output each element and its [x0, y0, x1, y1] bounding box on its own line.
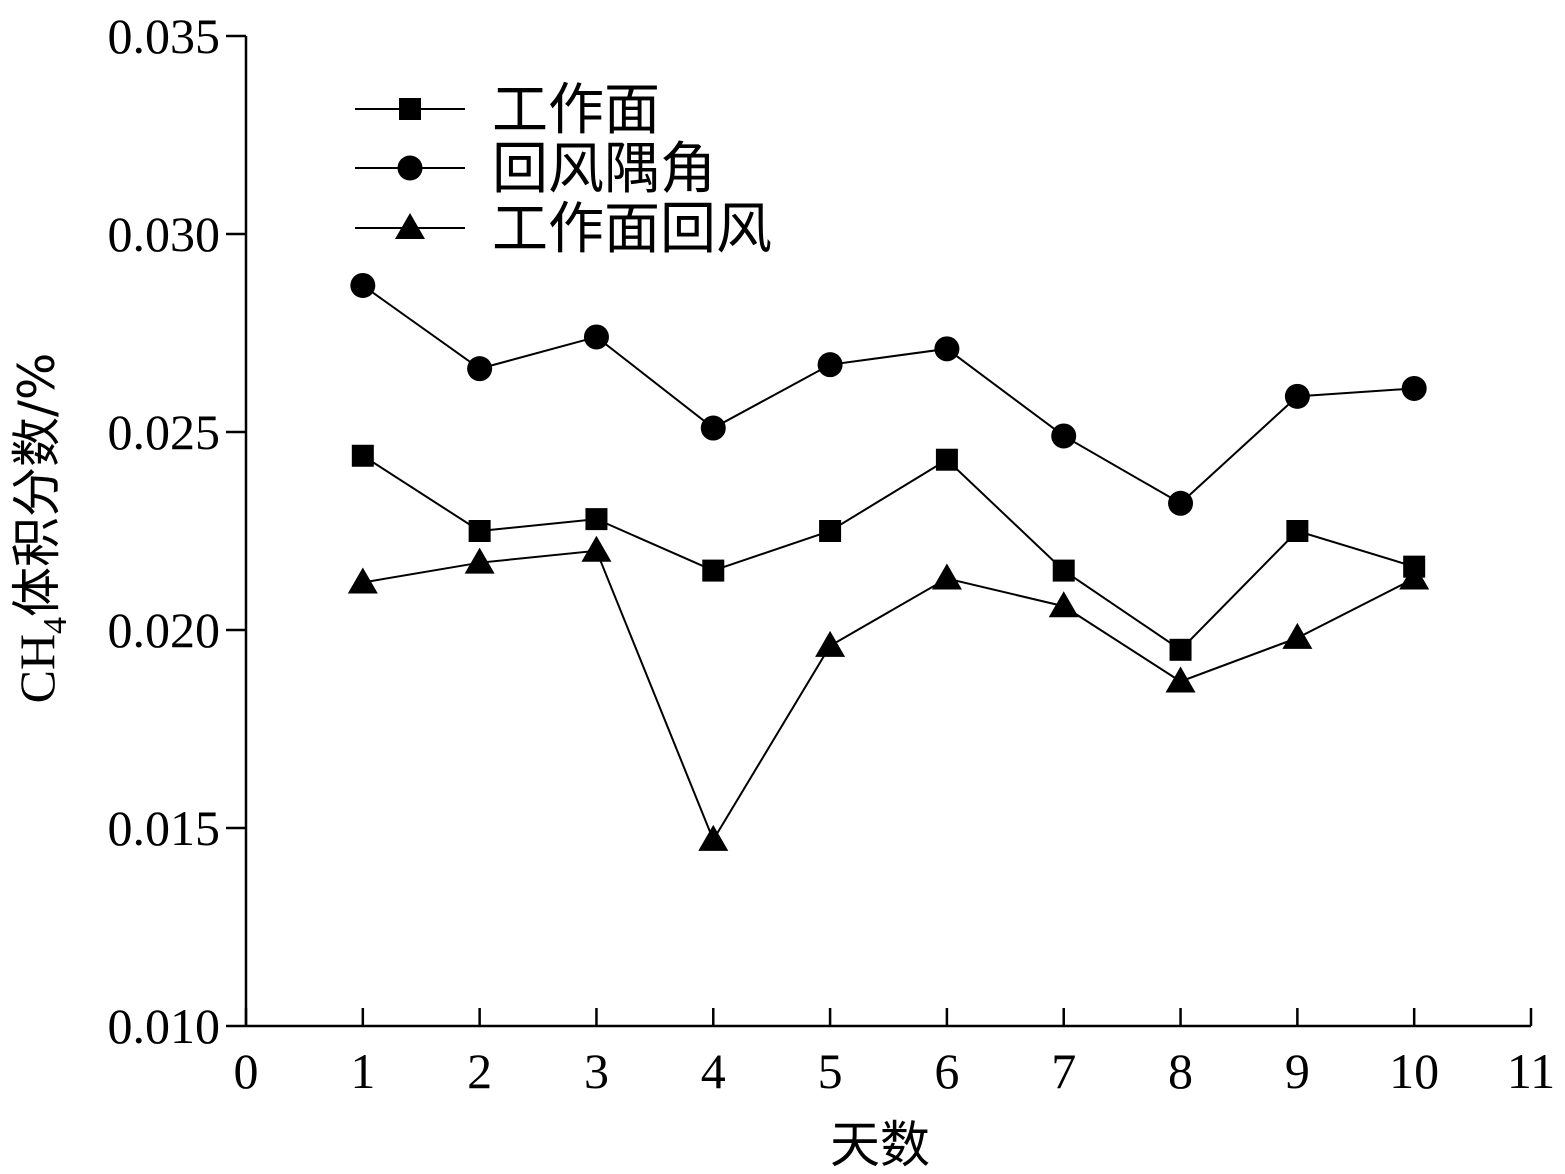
data-point-circle: [817, 352, 843, 378]
legend-marker-square: [399, 98, 421, 120]
data-point-square: [468, 520, 491, 542]
data-point-circle: [1051, 423, 1077, 449]
x-tick-label: 0: [234, 1043, 259, 1099]
data-point-triangle: [1282, 622, 1313, 649]
data-point-triangle: [347, 567, 378, 594]
data-point-triangle: [698, 824, 729, 851]
data-point-triangle: [815, 630, 846, 657]
data-point-circle: [700, 415, 726, 441]
legend-label: 回风隅角: [492, 137, 716, 202]
y-tick-label: 0.035: [108, 8, 221, 64]
y-tick-label: 0.030: [108, 206, 221, 262]
legend-label: 工作面回风: [492, 197, 772, 262]
x-tick-label: 7: [1051, 1043, 1076, 1099]
data-point-square: [1169, 638, 1192, 661]
data-point-triangle: [1165, 666, 1196, 693]
y-axis-title: CH4体积分数/%: [8, 353, 74, 704]
series-circle: [350, 272, 1427, 516]
data-point-circle: [1401, 375, 1427, 401]
x-tick-label: 3: [584, 1043, 609, 1099]
data-point-square: [702, 559, 725, 582]
y-axis-title-subscript: 4: [37, 617, 74, 634]
data-point-square: [819, 520, 842, 542]
x-tick-label: 4: [701, 1043, 726, 1099]
y-axis-title-suffix: 体积分数/%: [8, 353, 66, 617]
data-point-circle: [1284, 383, 1310, 409]
legend-item-square: 工作面: [355, 78, 660, 143]
y-tick-label: 0.025: [108, 404, 221, 460]
data-point-square: [1286, 520, 1309, 542]
data-point-circle: [350, 272, 376, 298]
x-tick-label: 1: [350, 1043, 375, 1099]
x-ticks: 0 1 2 3 4 5 6 7 8 9 10 11: [234, 1008, 1555, 1099]
series-line-circle: [362, 284, 1415, 505]
x-tick-label: 9: [1285, 1043, 1310, 1099]
x-tick-label: 5: [818, 1043, 843, 1099]
x-tick-label: 11: [1507, 1043, 1555, 1099]
x-tick-label: 6: [934, 1043, 959, 1099]
x-axis-title: 天数: [830, 1116, 930, 1174]
legend-marker-triangle: [395, 213, 425, 239]
series-group: [347, 272, 1430, 851]
legend-item-circle: 回风隅角: [355, 137, 716, 202]
x-tick-label: 10: [1389, 1043, 1439, 1099]
data-point-triangle: [581, 535, 612, 562]
data-point-square: [585, 508, 608, 531]
series-triangle: [347, 535, 1430, 851]
legend-item-triangle: 工作面回风: [355, 197, 772, 262]
data-point-triangle: [1399, 563, 1430, 590]
series-square: [351, 444, 1426, 661]
series-line-square: [362, 454, 1415, 652]
axes: [244, 36, 1531, 1028]
data-point-circle: [467, 356, 493, 382]
legend-marker-circle: [397, 155, 423, 181]
series-line-triangle: [362, 549, 1415, 843]
data-point-square: [935, 448, 958, 471]
data-point-circle: [934, 336, 960, 362]
data-point-circle: [1168, 490, 1194, 516]
data-point-triangle: [931, 563, 962, 590]
data-point-square: [351, 444, 374, 467]
legend-label: 工作面: [492, 78, 660, 143]
y-axis-title-prefix: CH: [9, 634, 65, 703]
y-tick-label: 0.015: [108, 800, 221, 856]
y-tick-label: 0.020: [108, 602, 221, 658]
y-tick-label: 0.010: [108, 998, 221, 1054]
y-ticks: 0.010 0.015 0.020 0.025 0.030 0.035: [108, 8, 246, 1054]
data-point-triangle: [1048, 591, 1079, 618]
data-point-square: [1052, 559, 1075, 582]
data-point-circle: [583, 324, 609, 350]
x-tick-label: 2: [467, 1043, 492, 1099]
data-point-triangle: [464, 547, 495, 574]
x-tick-label: 8: [1168, 1043, 1193, 1099]
